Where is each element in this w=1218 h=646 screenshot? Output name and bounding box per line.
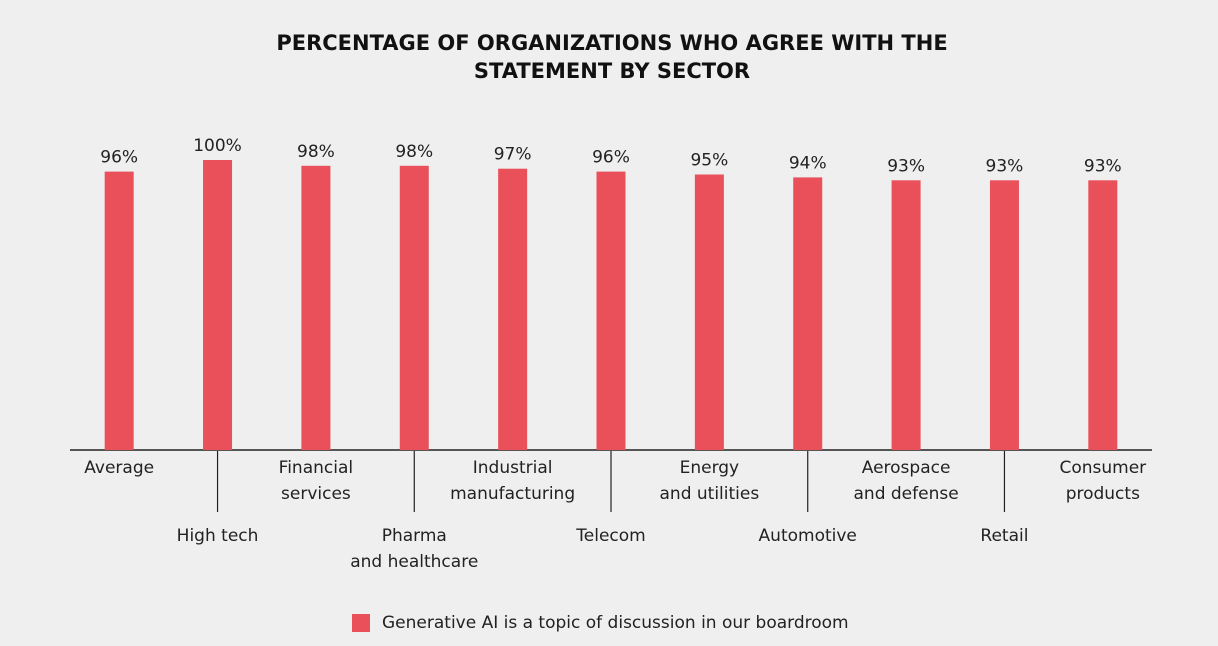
x-tick-label: Financial services [279, 458, 353, 504]
x-tick-label: High tech [177, 526, 259, 546]
bar [989, 180, 1019, 451]
bar [694, 174, 724, 450]
value-label: 98% [395, 142, 433, 162]
x-tick-label: Energy and utilities [660, 458, 760, 504]
value-label: 96% [592, 148, 630, 168]
value-label: 95% [690, 151, 728, 171]
value-label: 96% [100, 148, 138, 168]
bar [891, 180, 921, 451]
legend-label: Generative AI is a topic of discussion i… [382, 613, 849, 633]
bar [104, 171, 134, 450]
x-tick-label: Aerospace and defense [854, 458, 959, 504]
value-label: 93% [887, 156, 925, 176]
bar [203, 160, 233, 450]
legend-swatch [352, 614, 370, 632]
x-tick-label: Industrial manufacturing [450, 458, 575, 504]
bar [596, 171, 626, 450]
value-label: 98% [297, 142, 335, 162]
value-label: 94% [789, 153, 827, 173]
x-tick-label: Pharma and healthcare [350, 526, 478, 572]
bar [301, 165, 331, 451]
bar [498, 168, 528, 450]
bar [399, 165, 429, 451]
value-label: 97% [494, 145, 532, 165]
x-tick-label: Consumer products [1059, 458, 1146, 504]
chart-title: PERCENTAGE OF ORGANIZATIONS WHO AGREE WI… [276, 31, 947, 83]
x-tick-label: Average [84, 458, 154, 478]
bar [793, 177, 823, 450]
value-label: 100% [193, 136, 242, 156]
x-tick-label: Retail [980, 526, 1028, 546]
value-label: 93% [986, 156, 1024, 176]
value-label: 93% [1084, 156, 1122, 176]
bar [1088, 180, 1118, 451]
x-tick-label: Automotive [759, 526, 857, 546]
x-tick-label: Telecom [575, 526, 645, 546]
